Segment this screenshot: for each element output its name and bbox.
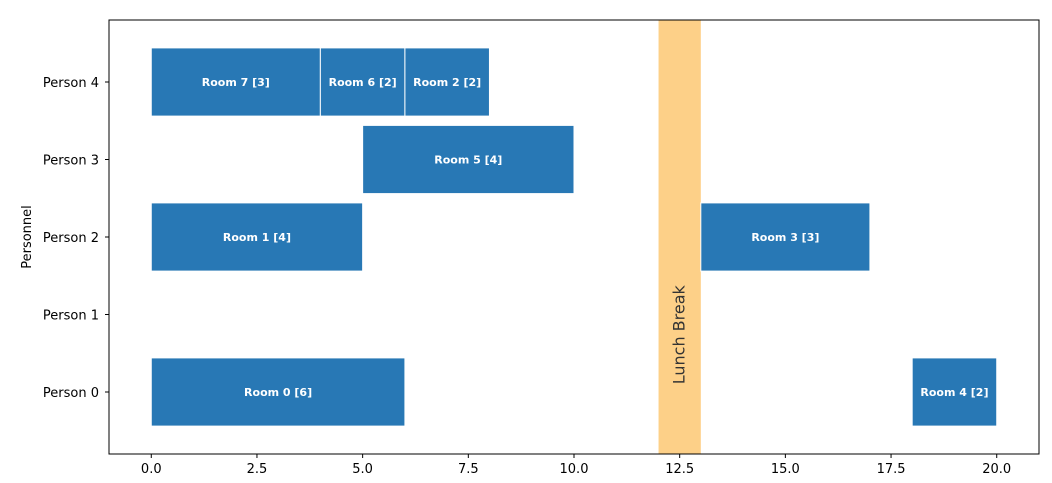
x-tick-label: 7.5 (458, 462, 479, 477)
y-tick-label: Person 0 (43, 386, 99, 401)
gantt-bar (150, 357, 406, 427)
x-tick-label: 17.5 (877, 462, 906, 477)
x-tick-label: 20.0 (982, 462, 1011, 477)
x-tick-label: 0.0 (141, 462, 162, 477)
gantt-bar (150, 47, 321, 117)
x-axis: 0.0 2.5 5.0 7.5 10.0 12.5 15.0 17.5 20.0 (141, 454, 1011, 477)
gantt-bar-label: Room 4 [2] (920, 386, 988, 399)
gantt-bar-label: Room 1 [4] (223, 231, 291, 244)
gantt-bar (911, 357, 998, 427)
gantt-bar-label: Room 5 [4] (434, 154, 502, 167)
lunch-break-label: Lunch Break (670, 284, 689, 384)
bars-layer: Room 7 [3] Room 6 [2] Room 2 [2] Room 5 [4]… (150, 47, 998, 427)
x-tick-label: 15.0 (771, 462, 800, 477)
gantt-bar-label: Room 6 [2] (329, 76, 397, 89)
x-tick-label: 5.0 (352, 462, 373, 477)
gantt-bar (319, 47, 406, 117)
x-tick-label: 10.0 (560, 462, 589, 477)
gantt-bar (404, 47, 490, 117)
gantt-bar (150, 202, 364, 272)
x-tick-label: 12.5 (665, 462, 694, 477)
gantt-bar-label: Room 7 [3] (202, 76, 270, 89)
y-tick-label: Person 1 (43, 309, 99, 324)
gantt-bar (362, 124, 575, 195)
x-tick-label: 2.5 (247, 462, 268, 477)
gantt-bar-label: Room 0 [6] (244, 386, 312, 399)
y-tick-label: Person 3 (43, 154, 99, 169)
gantt-bar-label: Room 2 [2] (413, 76, 481, 89)
y-axis: Person 0 Person 1 Person 2 Person 3 Person 4 (43, 76, 109, 401)
y-tick-label: Person 4 (43, 76, 99, 91)
band-layer: Lunch Break (658, 20, 701, 454)
y-axis-label: Personnel (20, 205, 35, 269)
y-tick-label: Person 2 (43, 231, 99, 246)
gantt-bar-label: Room 3 [3] (751, 231, 819, 244)
lunch-break-band (658, 20, 701, 454)
gantt-bar (700, 202, 871, 272)
